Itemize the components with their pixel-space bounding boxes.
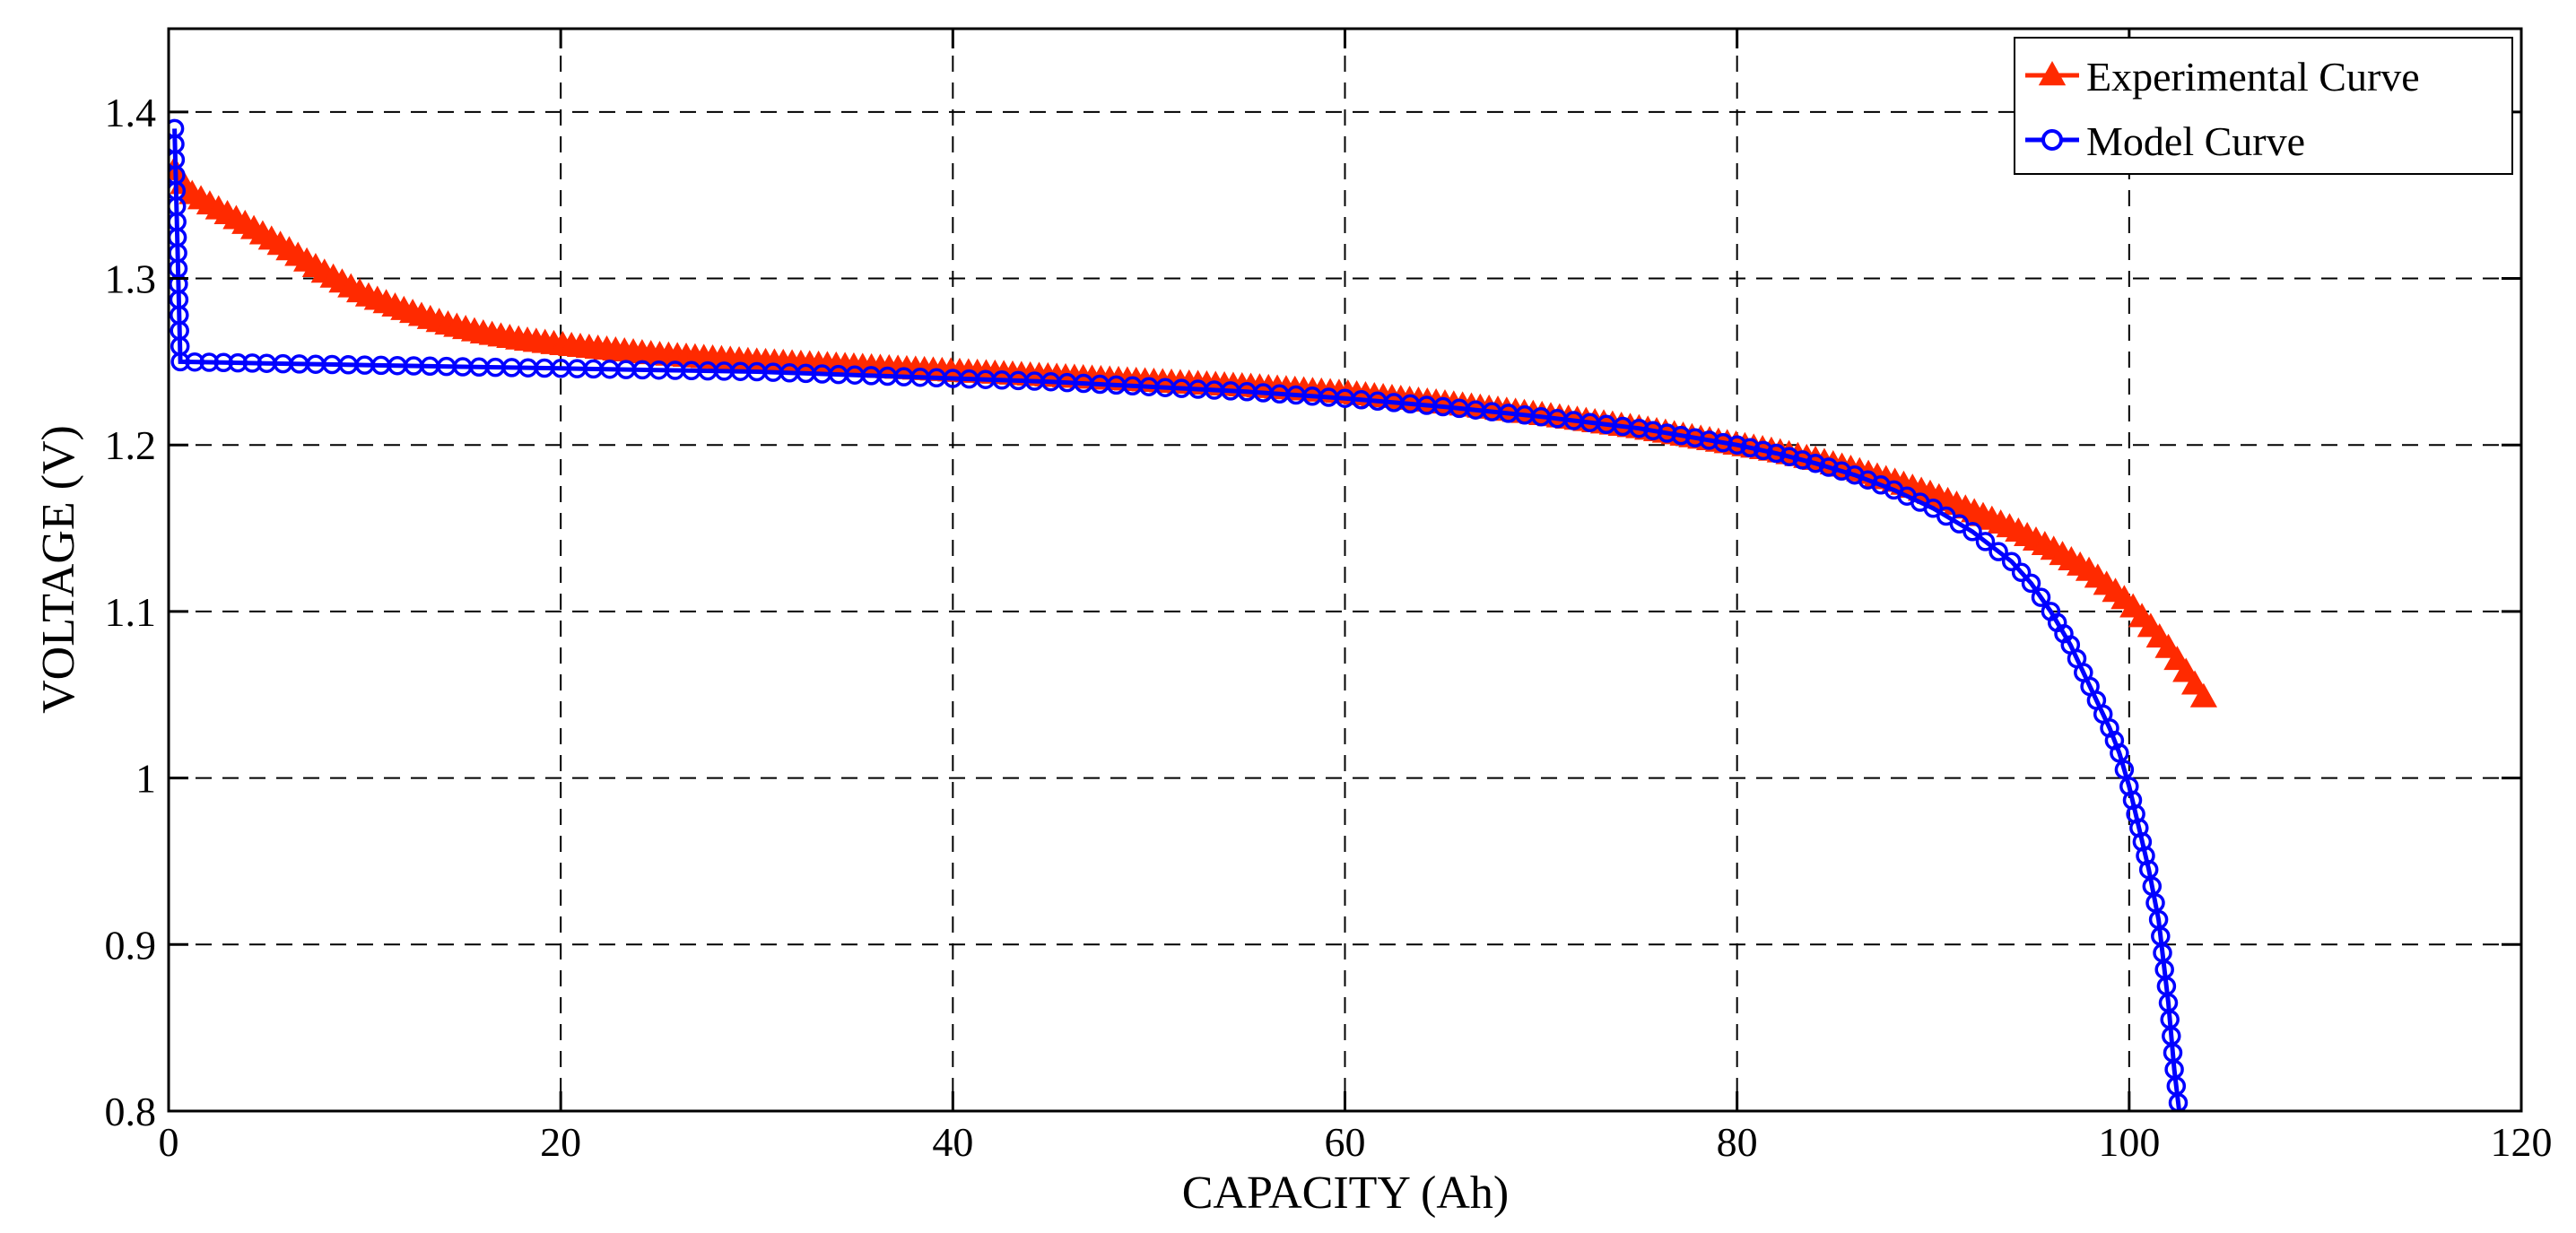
data-point xyxy=(199,352,219,372)
legend-label: Model Curve xyxy=(2086,118,2305,164)
data-point xyxy=(1629,418,1649,438)
x-tick-label: 80 xyxy=(1717,1119,1758,1165)
data-point xyxy=(2189,682,2217,708)
legend-items: Experimental Curve Model Curve xyxy=(2025,54,2420,164)
legend-label: Experimental Curve xyxy=(2086,54,2420,100)
data-point xyxy=(242,353,263,373)
data-point xyxy=(1713,432,1733,453)
data-point xyxy=(1766,443,1787,464)
legend-triangle-marker xyxy=(2038,61,2067,86)
y-tick-label: 1 xyxy=(135,756,156,802)
data-point xyxy=(1754,440,1773,461)
data-point xyxy=(1685,428,1705,448)
series-layer xyxy=(169,118,2217,1111)
data-point xyxy=(1727,435,1747,455)
data-point xyxy=(2031,587,2051,607)
data-point xyxy=(2110,743,2129,763)
y-tick-label: 1.1 xyxy=(105,589,157,635)
y-tick-label: 0.9 xyxy=(105,922,157,968)
legend: Experimental Curve Model Curve xyxy=(2014,37,2513,175)
legend-circle-marker xyxy=(2041,129,2063,151)
data-point xyxy=(213,352,233,373)
axis-ticks: 0 20 40 60 80 100 120 0.8 0.9 1 1.1 1.2 1.3 1.4 xyxy=(105,29,2553,1165)
data-point xyxy=(1671,425,1691,446)
x-tick-label: 40 xyxy=(932,1119,973,1165)
data-point xyxy=(185,352,205,372)
data-point xyxy=(1792,450,1813,470)
data-point xyxy=(170,352,190,372)
x-tick-label: 100 xyxy=(2098,1119,2160,1165)
grid-lines xyxy=(169,29,2521,1111)
data-point xyxy=(1806,453,1825,473)
data-point xyxy=(2021,573,2041,594)
data-point xyxy=(1643,421,1663,441)
x-tick-label: 20 xyxy=(540,1119,581,1165)
legend-item: Experimental Curve xyxy=(2025,54,2420,100)
data-point xyxy=(1975,532,1996,551)
data-point xyxy=(2001,551,2022,571)
series-model xyxy=(169,118,2189,1111)
data-point xyxy=(1818,457,1839,477)
data-point xyxy=(1699,430,1719,450)
data-point xyxy=(1740,438,1760,458)
data-point xyxy=(1962,522,1982,542)
y-tick-label: 1.3 xyxy=(105,256,157,302)
x-tick-label: 60 xyxy=(1325,1119,1366,1165)
data-point xyxy=(1989,542,2008,561)
legend-item: Model Curve xyxy=(2025,118,2305,164)
data-point xyxy=(2114,760,2135,780)
data-point xyxy=(2011,562,2032,583)
y-tick-label: 0.8 xyxy=(105,1089,157,1134)
y-axis-label: VOLTAGE (V) xyxy=(33,425,84,714)
data-point xyxy=(1832,461,1851,482)
x-tick-label: 120 xyxy=(2491,1119,2553,1165)
y-tick-label: 1.2 xyxy=(105,422,157,468)
data-point xyxy=(228,352,248,373)
data-point xyxy=(1657,423,1677,443)
x-axis-label: CAPACITY (Ah) xyxy=(1182,1168,1510,1219)
y-tick-label: 1.4 xyxy=(105,90,157,135)
legend-box xyxy=(2014,37,2513,175)
data-point xyxy=(1780,447,1799,466)
x-tick-label: 0 xyxy=(159,1119,179,1165)
